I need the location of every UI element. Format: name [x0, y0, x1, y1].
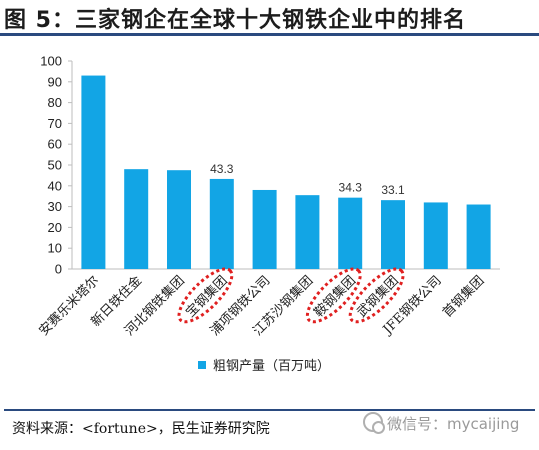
x-tick-label: 首钢集团	[439, 273, 487, 321]
bar	[81, 75, 106, 269]
highlight-ring	[177, 267, 234, 324]
y-tick-label: 30	[48, 199, 62, 214]
data-label: 34.3	[339, 181, 363, 195]
chart-legend: 粗钢产量（百万吨）	[198, 359, 330, 374]
footer-divider	[4, 409, 535, 411]
source-note: 资料来源：<fortune>，民生证券研究院	[12, 421, 270, 437]
watermark-text: 微信号：mycaijing	[387, 415, 520, 433]
y-tick-label: 80	[48, 95, 62, 110]
y-tick-label: 90	[48, 74, 62, 89]
bar-chart: 0 10 20 30 40 50 60 70 80 90 100 43.3 34.3 33.1 安赛乐米…	[36, 54, 500, 374]
legend-swatch	[198, 361, 206, 369]
bar	[295, 195, 320, 269]
bar	[124, 169, 149, 269]
chart-axes: 0 10 20 30 40 50 60 70 80 90 100	[40, 54, 500, 277]
bar	[423, 202, 448, 269]
bar	[209, 178, 234, 269]
bar	[381, 200, 405, 269]
y-tick-label: 0	[55, 262, 62, 277]
bar	[466, 204, 491, 269]
data-label: 43.3	[210, 162, 234, 176]
chart-bars	[81, 75, 491, 269]
x-tick-label: 安赛乐米塔尔	[36, 273, 102, 339]
y-tick-label: 100	[40, 54, 62, 69]
y-tick-label: 70	[48, 116, 62, 131]
wechat-icon	[363, 412, 385, 434]
y-tick-label: 10	[48, 241, 62, 256]
chart-title: 图 5：三家钢企在全球十大钢铁企业中的排名	[4, 8, 466, 33]
chart-category-labels: 安赛乐米塔尔新日铁住金河北钢铁集团宝钢集团浦项钢铁公司江苏沙钢集团鞍钢集团武钢集…	[36, 273, 488, 339]
highlight-ring	[348, 267, 405, 324]
watermark: 微信号：mycaijing	[363, 412, 519, 434]
bar	[167, 170, 191, 269]
y-tick-label: 60	[48, 137, 62, 152]
y-tick-label: 50	[48, 158, 62, 173]
bar	[338, 197, 363, 269]
chart-data-labels: 43.3 34.3 33.1	[210, 162, 405, 197]
data-label: 33.1	[381, 183, 405, 197]
highlight-ring	[305, 267, 362, 324]
title-divider	[0, 33, 539, 36]
y-tick-label: 40	[48, 178, 62, 193]
bar	[252, 189, 277, 269]
highlight-rings	[177, 267, 405, 324]
legend-label: 粗钢产量（百万吨）	[213, 359, 330, 374]
y-tick-label: 20	[48, 220, 62, 235]
